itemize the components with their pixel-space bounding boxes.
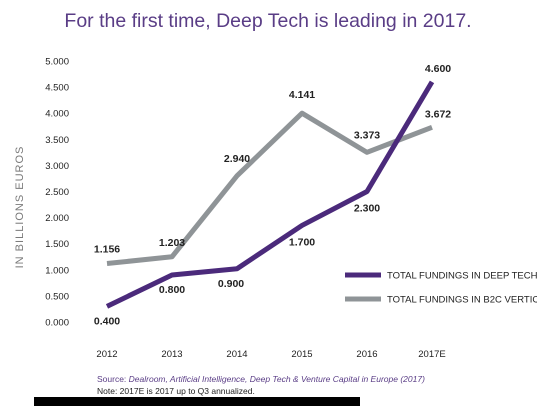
x-tick-label: 2015 (291, 349, 312, 360)
legend-label: TOTAL FUNDINGS IN DEEP TECH (387, 271, 537, 282)
x-tick-label: 2017E (418, 349, 445, 360)
data-label-b2c: 1.203 (159, 237, 185, 249)
legend: TOTAL FUNDINGS IN DEEP TECH TOTAL FUNDING… (345, 271, 537, 306)
y-axis-ticks: 0.000 0.500 1.000 1.500 2.000 2.500 3.000 3.500… (45, 57, 69, 329)
data-label-deep-tech: 1.700 (289, 236, 315, 248)
data-label-b2c: 1.156 (94, 244, 120, 256)
y-tick-label: 2.000 (45, 213, 69, 224)
x-tick-label: 2016 (356, 349, 377, 360)
footnote: Note: 2017E is 2017 up to Q3 annualized. (97, 386, 255, 396)
y-tick-label: 4.000 (45, 109, 69, 120)
y-tick-label: 2.500 (45, 187, 69, 198)
data-label-b2c: 2.940 (224, 153, 250, 165)
y-tick-label: 0.000 (45, 318, 69, 329)
data-label-deep-tech: 4.600 (425, 63, 451, 75)
y-tick-label: 0.500 (45, 291, 69, 302)
source-italic: Dealroom, Artificial Intelligence, Deep … (129, 374, 425, 384)
y-tick-label: 4.500 (45, 83, 69, 94)
data-label-deep-tech: 0.900 (218, 278, 244, 290)
data-label-deep-tech: 0.800 (159, 284, 185, 296)
y-tick-label: 5.000 (45, 57, 69, 68)
y-tick-label: 1.000 (45, 265, 69, 276)
data-label-b2c: 3.672 (425, 108, 451, 120)
data-label-b2c: 3.373 (354, 129, 380, 141)
data-label-deep-tech: 0.400 (94, 315, 120, 327)
source-prefix: Source: (97, 374, 129, 384)
series-layer (105, 80, 435, 309)
source-note: Source: Dealroom, Artificial Intelligenc… (97, 374, 425, 384)
data-label-b2c: 4.141 (289, 89, 315, 101)
x-axis-ticks: 2012 2013 2014 2015 2016 2017E (96, 349, 445, 360)
legend-label: TOTAL FUNDINGS IN B2C VERTICALS (387, 295, 537, 306)
x-tick-label: 2013 (161, 349, 182, 360)
x-tick-label: 2012 (96, 349, 117, 360)
x-tick-label: 2014 (226, 349, 247, 360)
redaction-bar (34, 397, 360, 406)
chart-title: For the first time, Deep Tech is leading… (64, 10, 471, 32)
y-tick-label: 1.500 (45, 239, 69, 250)
series-line-deep-tech (105, 80, 435, 309)
data-label-deep-tech: 2.300 (354, 203, 380, 215)
data-labels: 0.400 0.800 0.900 1.700 2.300 4.600 1.156 1.203… (94, 63, 451, 327)
y-tick-label: 3.500 (45, 135, 69, 146)
series-line-b2c-verticals (106, 110, 433, 267)
y-axis-label: IN BILLIONS EUROS (14, 146, 26, 269)
y-tick-label: 3.000 (45, 161, 69, 172)
